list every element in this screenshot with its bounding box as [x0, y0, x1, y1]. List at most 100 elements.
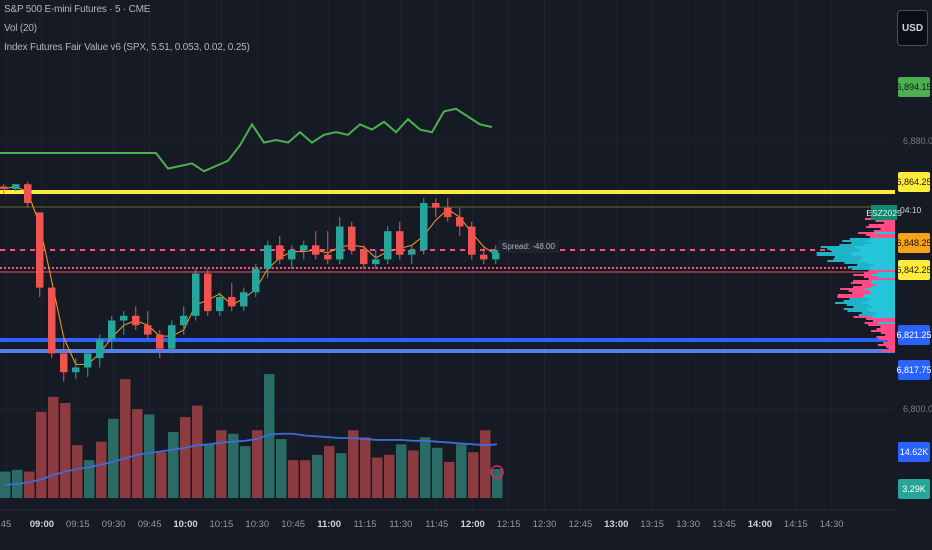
time-tick-label: 10:45	[281, 519, 306, 530]
profile-row	[869, 266, 895, 268]
volume-bar	[264, 373, 275, 498]
profile-row	[880, 350, 895, 352]
profile-row	[874, 232, 895, 234]
profile-row	[875, 220, 895, 222]
volume-bar	[168, 432, 179, 498]
time-tick-label: 12:15	[496, 519, 521, 530]
candle	[360, 250, 368, 265]
alert-icon	[490, 465, 504, 479]
time-tick-label: 13:00	[604, 519, 629, 530]
time-tick-label: 09:45	[137, 519, 162, 530]
profile-row	[872, 316, 895, 318]
profile-row	[888, 348, 895, 350]
profile-row	[866, 240, 895, 242]
time-tick-label: 45	[0, 519, 12, 530]
candle	[480, 254, 488, 260]
volume-pane	[0, 373, 503, 498]
volume-bar	[408, 450, 419, 498]
candle	[264, 245, 272, 269]
currency-button[interactable]: USD	[897, 10, 928, 46]
profile-row	[880, 228, 895, 230]
fair-value-line	[0, 107, 493, 173]
profile-row	[872, 320, 895, 322]
time-tick-label: 10:15	[209, 519, 234, 530]
profile-row	[885, 334, 895, 336]
candle	[84, 353, 92, 368]
candle	[120, 315, 128, 321]
profile-row	[872, 274, 895, 276]
profile-row	[868, 310, 895, 312]
candles	[0, 181, 500, 382]
volume-bar	[336, 453, 347, 498]
profile-row	[878, 338, 895, 340]
candle	[468, 226, 476, 255]
profile-row	[867, 262, 895, 264]
profile-row	[878, 272, 895, 274]
candle	[348, 226, 356, 250]
profile-row	[851, 252, 895, 254]
volume-bar	[324, 446, 335, 498]
upper-band-line	[0, 190, 895, 194]
time-tick-label: 09:30	[101, 519, 126, 530]
time-tick-label: 13:15	[640, 519, 665, 530]
volume-ma-line	[4, 432, 498, 486]
candle	[36, 212, 44, 288]
profile-row	[860, 250, 895, 252]
candle	[144, 325, 152, 335]
symbol-title[interactable]: S&P 500 E-mini Futures · 5 · CME	[4, 4, 151, 15]
profile-row	[868, 304, 895, 306]
price-badge-blue-lower: 6,817.75	[896, 360, 932, 380]
price-badge-fair-value: 6,894.15	[896, 77, 932, 97]
time-tick-label: 09:00	[29, 519, 55, 530]
time-tick-label: 10:30	[245, 519, 270, 530]
time-tick-label: 14:15	[783, 519, 808, 530]
candle	[444, 207, 452, 218]
time-tick-label: 11:00	[317, 519, 341, 530]
time-tick-label: 11:15	[353, 519, 377, 530]
time-tick-label: 11:30	[389, 519, 413, 530]
candle	[108, 320, 116, 340]
profile-row	[866, 308, 895, 310]
volume-bar	[348, 430, 359, 498]
profile-row	[878, 322, 895, 324]
candle	[420, 203, 428, 250]
contract-label: ESZ2025	[866, 205, 902, 220]
volume-bar	[432, 447, 443, 498]
candle	[372, 259, 380, 265]
profile-row	[870, 238, 895, 240]
price-badge-current: 6,848.25	[896, 233, 932, 253]
volume-bar	[276, 439, 287, 498]
candle	[324, 254, 332, 260]
candle	[312, 245, 320, 255]
volume-bar	[36, 411, 47, 498]
volume-bar	[180, 417, 191, 498]
volume-ma-badge: 14.62K	[898, 442, 930, 462]
candle	[168, 325, 176, 349]
volume-bar	[312, 454, 323, 498]
candle	[0, 186, 8, 189]
candle	[336, 226, 344, 260]
candle	[276, 245, 284, 260]
profile-row	[868, 278, 895, 280]
time-tick-label: 13:45	[712, 519, 736, 530]
volume-bar	[372, 457, 383, 498]
candle	[72, 367, 80, 373]
candle	[408, 250, 416, 255]
volume-indicator-label[interactable]: Vol (20)	[4, 23, 37, 34]
profile-row	[877, 344, 895, 346]
candle	[48, 287, 56, 354]
volume-bar	[360, 437, 371, 498]
y-tick-label: 6,800.00	[903, 404, 932, 414]
volume-bar	[24, 471, 35, 498]
time-tick-label: 13:30	[676, 519, 700, 530]
profile-row	[870, 242, 895, 244]
profile-row	[865, 234, 895, 236]
profile-row	[874, 264, 895, 266]
fair-value-indicator-label[interactable]: Index Futures Fair Value v6 (SPX, 5.51, …	[4, 42, 250, 53]
profile-row	[863, 294, 895, 296]
volume-bar	[72, 445, 83, 498]
price-badge-blue-upper: 6,821.25	[896, 325, 932, 345]
volume-bar	[252, 430, 263, 498]
volume-bar	[192, 405, 203, 498]
